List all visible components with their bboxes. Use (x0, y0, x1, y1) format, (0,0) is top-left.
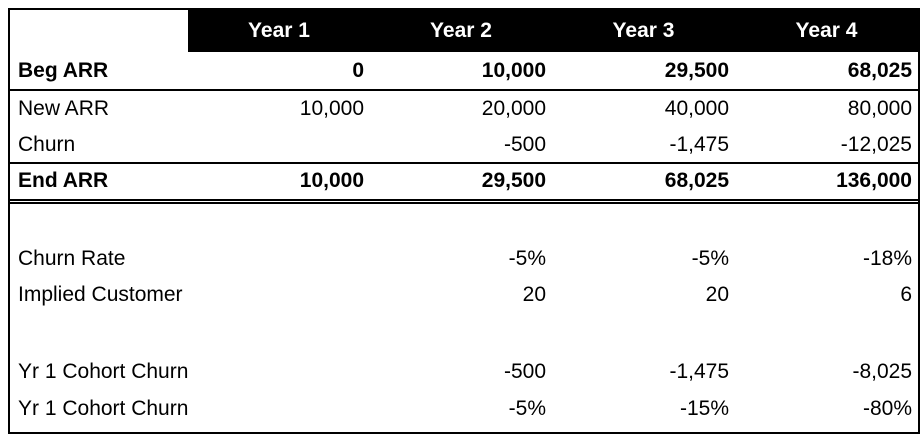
cell-value: 68,025 (552, 163, 735, 204)
row: Churn -500 -1,475 -12,025 (10, 127, 918, 164)
cell-value: 10,000 (188, 163, 370, 204)
row: Churn Rate -5% -5% -18% (10, 240, 918, 277)
cell-value: -500 (370, 127, 552, 164)
cell-value: 10,000 (299, 97, 364, 120)
cell-value: 80,000 (847, 97, 912, 120)
cell-value: -15% (679, 396, 729, 420)
row: End ARR 10,000 29,500 68,025 136,000 (10, 163, 918, 204)
cell-value: -5% (508, 396, 546, 420)
cell-value: -80% (862, 396, 912, 420)
column-header: Year 2 (370, 10, 552, 52)
cell-value: -5% (508, 246, 546, 270)
cell-value: 20 (705, 283, 729, 306)
row-label: Beg ARR (10, 52, 188, 91)
cell-value: -5% (691, 246, 729, 270)
header-row: Year 1 Year 2 Year 3 Year 4 (10, 10, 918, 52)
row-label: Yr 1 Cohort Churn Rate (18, 396, 188, 420)
cell-value: -18% (862, 246, 912, 270)
cell-value: 20,000 (481, 97, 546, 120)
row-label: End ARR (10, 163, 188, 204)
row: Yr 1 Cohort Churn -500 -1,475 -8,025 (10, 353, 918, 390)
cell-value: -1,475 (669, 359, 729, 383)
row: Beg ARR 0 10,000 29,500 68,025 (10, 52, 918, 91)
cell-value: 6 (900, 283, 912, 306)
column-header: Year 1 (188, 10, 370, 52)
spreadsheet: Year 1 Year 2 Year 3 Year 4 Beg ARR 0 10,0… (8, 8, 920, 434)
cell-value: 10,000 (370, 52, 552, 91)
cell-value: 29,500 (370, 163, 552, 204)
cell-value (188, 277, 370, 313)
row-label: Churn (10, 127, 188, 164)
corner-cell (10, 10, 188, 52)
cell-value: 20 (522, 283, 546, 306)
cell-value (188, 353, 370, 390)
row: New ARR 10,000 20,000 40,000 80,000 (10, 90, 918, 127)
cell-value: -500 (503, 359, 546, 383)
cell-value: 136,000 (735, 163, 918, 204)
cell-value: 40,000 (664, 97, 729, 120)
spacer-row (10, 201, 918, 240)
arr-table: Year 1 Year 2 Year 3 Year 4 Beg ARR 0 10,0… (10, 10, 918, 427)
row-label: Yr 1 Cohort Churn (18, 359, 188, 383)
cell-value (188, 390, 370, 427)
row-label: New ARR (18, 97, 110, 120)
row-label: Churn Rate (18, 246, 126, 270)
cell-value (188, 240, 370, 277)
column-header: Year 3 (552, 10, 735, 52)
column-header: Year 4 (735, 10, 918, 52)
cell-value: 29,500 (552, 52, 735, 91)
cell-value (188, 127, 370, 164)
cell-value: -12,025 (735, 127, 918, 164)
row: Yr 1 Cohort Churn Rate -5% -15% -80% (10, 390, 918, 427)
cell-value: 68,025 (735, 52, 918, 91)
spacer-row (10, 313, 918, 353)
cell-value: -1,475 (552, 127, 735, 164)
cell-value: 0 (188, 52, 370, 91)
cell-value: -8,025 (852, 359, 912, 383)
row-label: Implied Customer Life (years) (18, 283, 188, 306)
row: Implied Customer Life (years) 20 20 6 (10, 277, 918, 313)
